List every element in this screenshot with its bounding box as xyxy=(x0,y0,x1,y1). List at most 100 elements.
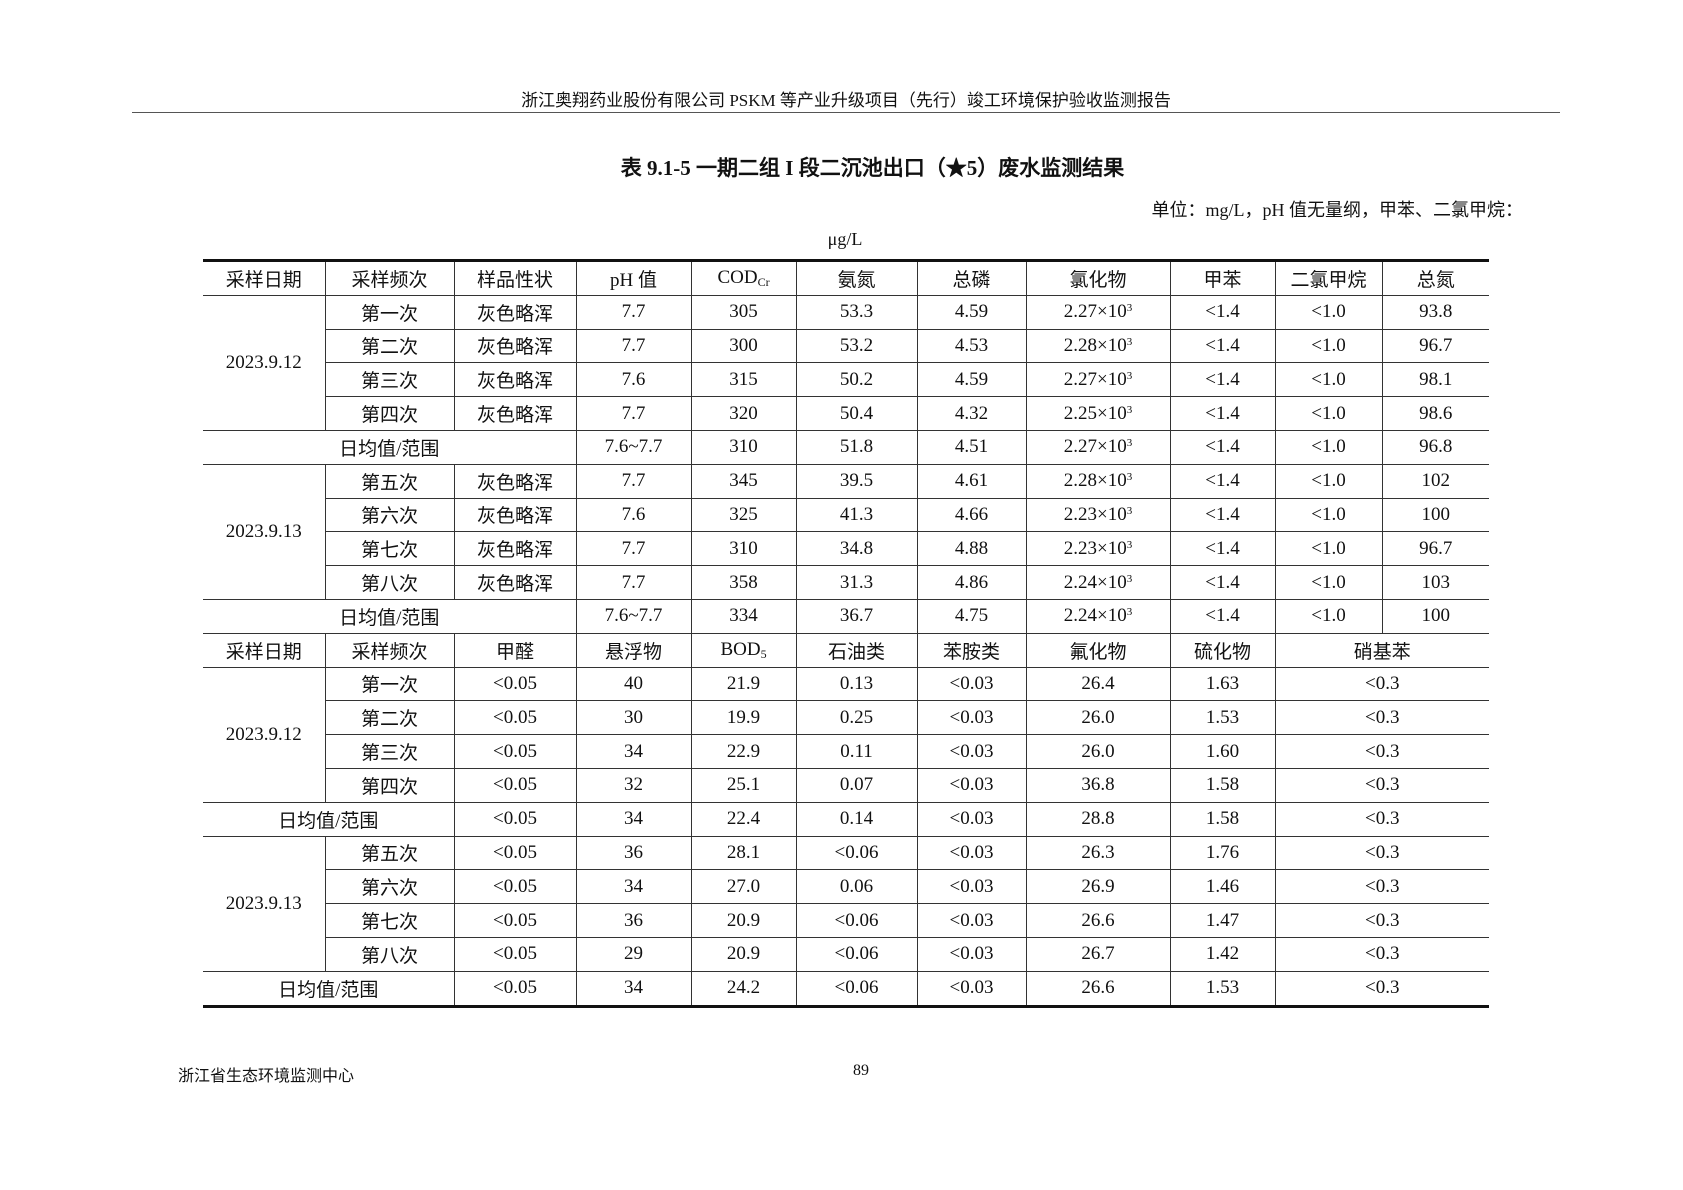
summary-cell-text: 4.75 xyxy=(954,605,989,627)
data-cell-text: 29 xyxy=(624,943,643,965)
data-cell: 第二次 xyxy=(325,328,455,364)
data-cell-text: 96.7 xyxy=(1419,334,1453,356)
data-cell: <0.3 xyxy=(1274,936,1489,972)
data-cell: 7.6 xyxy=(575,497,692,533)
data-cell-text: 第五次 xyxy=(360,844,418,866)
data-cell: 53.3 xyxy=(795,294,918,330)
data-cell-text: 1.53 xyxy=(1205,706,1240,728)
data-cell: <0.03 xyxy=(916,936,1027,972)
data-cell-text: 26.3 xyxy=(1081,841,1115,863)
summary-cell: 22.4 xyxy=(690,801,797,837)
data-cell: <0.3 xyxy=(1274,666,1489,702)
data-cell: <1.4 xyxy=(1169,531,1276,567)
column-header: 采样频次 xyxy=(324,259,455,296)
summary-cell-text: 1.58 xyxy=(1205,808,1240,830)
subscript: Cr xyxy=(757,274,770,289)
table-row: 日均值/范围 7.6~7.7 310 51.8 4.51 2.27×103 <1.4 <1.0… xyxy=(203,429,1489,465)
column-header-text: 甲苯 xyxy=(1203,269,1242,291)
summary-cell: 100 xyxy=(1381,598,1489,634)
summary-cell-text: <0.05 xyxy=(493,977,537,999)
summary-cell: 4.75 xyxy=(916,598,1027,634)
data-cell-text: <1.0 xyxy=(1311,571,1346,593)
data-cell-text: 26.0 xyxy=(1081,740,1115,762)
data-cell: 36 xyxy=(575,835,692,871)
summary-cell-text: 7.6~7.7 xyxy=(604,436,663,458)
superscript: 3 xyxy=(1126,437,1133,450)
data-cell-text: <1.4 xyxy=(1205,571,1240,593)
data-cell: <1.4 xyxy=(1169,328,1276,364)
data-cell-text: <0.06 xyxy=(834,943,879,965)
data-cell: 第六次 xyxy=(325,869,455,905)
data-cell-text: 2.23×10 xyxy=(1063,503,1127,525)
data-cell: <0.05 xyxy=(453,666,577,702)
data-cell: 2.25×103 xyxy=(1025,396,1171,431)
sample-date-text: 2023.9.13 xyxy=(225,520,302,542)
data-cell: <1.0 xyxy=(1274,396,1383,431)
data-cell-text: 灰色略浑 xyxy=(476,371,553,393)
summary-cell: 0.14 xyxy=(795,801,918,837)
column-header: 石油类 xyxy=(795,632,918,668)
data-cell-text: <1.4 xyxy=(1205,368,1240,390)
column-header-text: 氯化物 xyxy=(1069,269,1127,291)
data-cell: 2.24×103 xyxy=(1025,565,1171,600)
data-cell: 26.0 xyxy=(1025,734,1171,769)
data-cell-text: 20.9 xyxy=(726,909,761,931)
data-cell: <1.0 xyxy=(1274,565,1383,600)
data-cell-text: 50.4 xyxy=(839,402,874,424)
superscript: 3 xyxy=(1126,369,1133,382)
table-row: 第二次 灰色略浑 7.7 300 53.2 4.53 2.28×103 <1.4 <1.0 96.… xyxy=(203,328,1489,364)
summary-cell-text: <1.0 xyxy=(1311,436,1346,458)
data-cell: 2.27×103 xyxy=(1025,294,1171,330)
data-cell-text: <0.3 xyxy=(1365,740,1400,762)
data-cell-text: 2.27×10 xyxy=(1063,301,1127,323)
column-header: 甲醛 xyxy=(453,632,577,668)
data-cell: 93.8 xyxy=(1381,294,1489,330)
data-cell-text: <0.05 xyxy=(493,706,537,728)
data-cell: 1.53 xyxy=(1169,700,1276,736)
data-cell: <0.03 xyxy=(916,767,1027,803)
data-cell-text: 第二次 xyxy=(360,709,418,731)
data-cell: 31.3 xyxy=(795,565,918,600)
data-cell: 灰色略浑 xyxy=(453,362,577,398)
data-cell-text: 0.11 xyxy=(840,740,873,762)
summary-cell-text: <0.06 xyxy=(834,977,879,999)
table-row: 采样日期 采样频次 样品性状 pH 值 CODCr 氨氮 总磷 氯化物 甲苯 二氯甲烷 总氮 xyxy=(203,259,1489,296)
data-cell-text: <0.3 xyxy=(1365,875,1400,897)
data-cell-text: 2.27×10 xyxy=(1063,368,1127,390)
summary-cell: 36.7 xyxy=(795,598,918,634)
data-cell: 34 xyxy=(575,734,692,769)
summary-cell-text: 2.24×10 xyxy=(1063,605,1127,627)
daily-average-label-text: 日均值/范围 xyxy=(278,810,379,832)
column-header: 样品性状 xyxy=(453,259,577,296)
data-cell: 98.6 xyxy=(1381,396,1489,431)
data-cell-text: 第一次 xyxy=(360,675,418,697)
data-cell: <0.06 xyxy=(795,835,918,871)
data-cell: <0.3 xyxy=(1274,767,1489,803)
table-row: 第二次 <0.05 30 19.9 0.25 <0.03 26.0 1.53 <0.3 xyxy=(203,700,1489,736)
subscript: 5 xyxy=(760,646,767,661)
superscript: 3 xyxy=(1126,606,1133,619)
data-cell-text: <0.06 xyxy=(834,909,879,931)
data-cell: 345 xyxy=(690,463,797,499)
data-cell: 40 xyxy=(575,666,692,702)
sample-date: 2023.9.13 xyxy=(203,835,326,972)
monitoring-results-table: 采样日期 采样频次 样品性状 pH 值 CODCr 氨氮 总磷 氯化物 甲苯 二氯甲烷 总氮 2023… xyxy=(203,259,1489,1008)
data-cell-text: 53.3 xyxy=(839,301,874,323)
column-header: 悬浮物 xyxy=(575,632,692,668)
summary-cell-text: 0.14 xyxy=(839,808,874,830)
sample-date-text: 2023.9.12 xyxy=(225,723,302,745)
data-cell-text: 25.1 xyxy=(726,774,761,796)
column-header: BOD5 xyxy=(690,632,797,668)
table-row: 2023.9.13 第五次 <0.05 36 28.1 <0.06 <0.03 26.3 1.7… xyxy=(203,835,1489,972)
data-cell: 第八次 xyxy=(325,936,455,972)
data-cell-text: 41.3 xyxy=(839,503,874,525)
data-cell-text: 39.5 xyxy=(839,470,874,492)
data-cell-text: 第七次 xyxy=(360,540,418,562)
table-row: 第八次 <0.05 29 20.9 <0.06 <0.03 26.7 1.42 <0.3 xyxy=(203,936,1489,972)
data-cell: 19.9 xyxy=(690,700,797,736)
column-header-text: 悬浮物 xyxy=(604,641,662,663)
data-cell-text: 7.7 xyxy=(621,334,646,356)
data-cell-text: 27.0 xyxy=(726,875,761,897)
data-cell-text: 第七次 xyxy=(360,912,418,934)
data-cell-text: <0.3 xyxy=(1365,943,1400,965)
